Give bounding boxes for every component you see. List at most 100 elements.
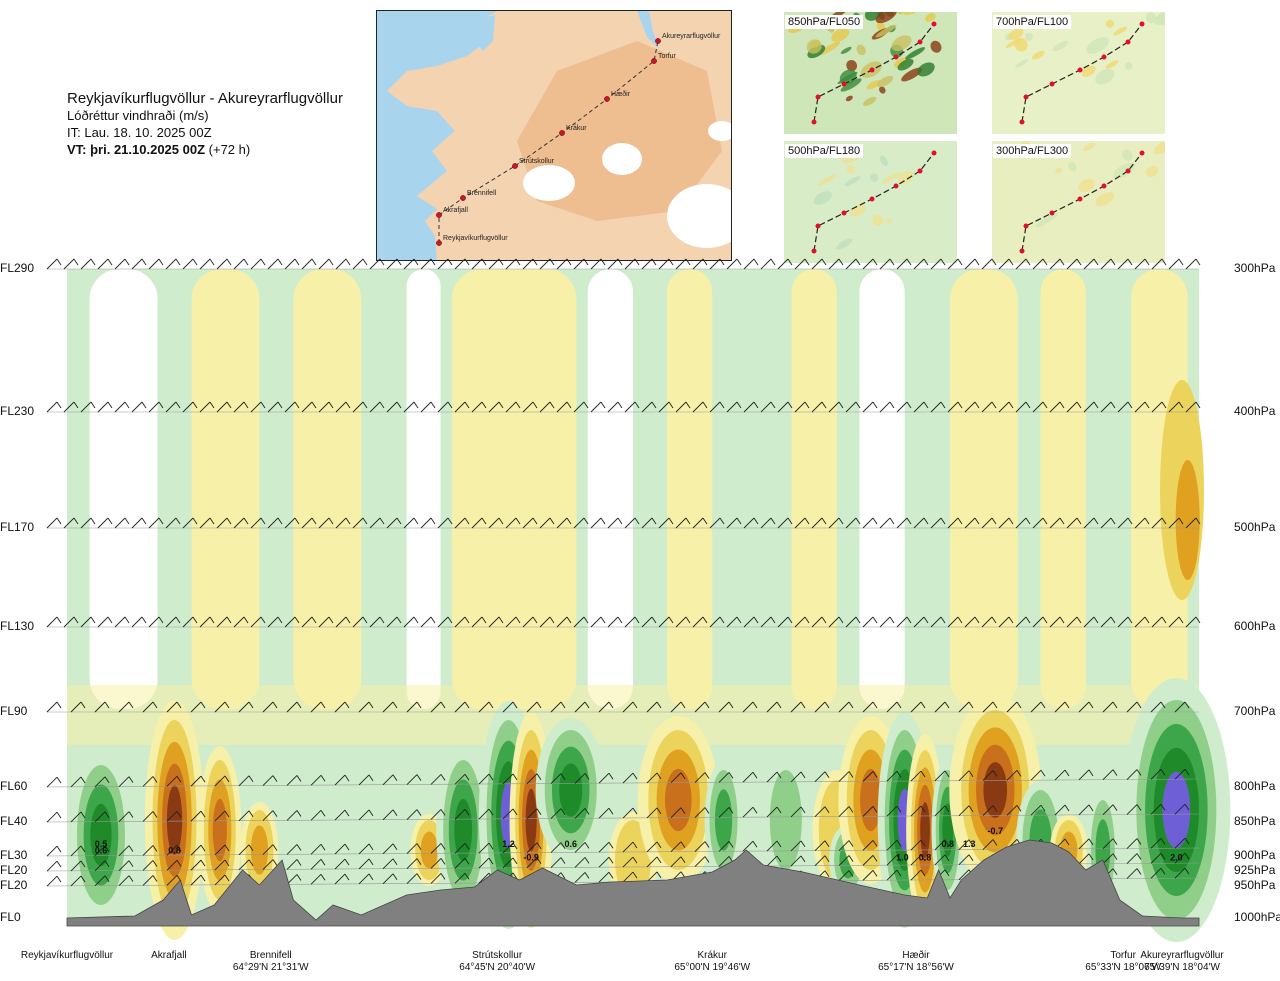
barb-staff xyxy=(166,874,178,886)
barb-staff xyxy=(838,771,850,782)
wind-barb xyxy=(454,401,470,413)
barb-staff xyxy=(1030,701,1042,713)
wind-barb xyxy=(262,701,278,713)
barb-flag xyxy=(396,517,402,525)
barb-flag xyxy=(1136,804,1142,811)
barb-staff xyxy=(1102,804,1114,815)
mini-map-waypoint xyxy=(1049,81,1055,87)
wind-barb xyxy=(862,855,878,866)
barb-flag xyxy=(368,809,374,817)
barb-staff xyxy=(646,772,658,784)
wind-barb xyxy=(670,856,686,868)
barb-staff xyxy=(166,844,178,856)
wind-barb xyxy=(550,842,566,853)
wind-barb xyxy=(598,772,614,784)
wind-barb xyxy=(238,701,254,713)
barb-flag xyxy=(872,517,878,525)
barb-staff xyxy=(556,401,568,413)
barb-flag xyxy=(770,517,776,525)
barb-staff xyxy=(165,401,177,413)
wind-barb xyxy=(358,858,374,870)
barb-staff xyxy=(284,517,296,529)
wind-barb xyxy=(334,858,350,870)
barb-flag xyxy=(668,517,674,525)
barb-flag xyxy=(362,616,368,624)
barb-staff xyxy=(262,859,274,870)
barb-staff xyxy=(718,701,730,713)
barb-flag xyxy=(944,701,950,709)
barb-staff xyxy=(886,869,898,881)
barb-staff xyxy=(1083,258,1095,270)
wind-barb xyxy=(286,701,302,713)
barb-staff xyxy=(233,517,245,529)
wind-barb xyxy=(814,840,830,852)
wind-barb xyxy=(726,616,742,628)
barb-staff xyxy=(1185,616,1197,628)
barb-flag xyxy=(1112,701,1118,709)
barb-staff xyxy=(502,842,514,854)
barb-flag xyxy=(600,258,606,266)
wind-barb xyxy=(670,807,686,819)
barb-staff xyxy=(454,258,466,270)
barb-flag xyxy=(974,517,980,525)
mini-map-blob xyxy=(840,46,852,55)
wind-barb xyxy=(622,856,638,868)
barb-staff xyxy=(522,258,534,270)
location-label: Krákur 65°00'N 19°46'W xyxy=(652,950,772,974)
barb-flag xyxy=(107,517,113,525)
wind-barb xyxy=(998,517,1014,529)
wind-barb xyxy=(1006,701,1022,713)
barb-staff xyxy=(114,258,126,270)
barb-staff xyxy=(233,401,245,413)
barb-flag xyxy=(152,875,158,882)
wind-barb xyxy=(982,805,998,816)
barb-staff xyxy=(190,810,202,822)
barb-staff xyxy=(70,860,82,872)
wind-barb xyxy=(1185,401,1201,413)
mini-map-blob xyxy=(897,58,914,71)
wind-barb xyxy=(1102,804,1118,815)
wind-barb xyxy=(1015,616,1031,628)
wind-barb xyxy=(1015,517,1031,529)
wind-barb xyxy=(670,701,686,713)
barb-flag xyxy=(248,844,254,852)
barb-flag xyxy=(1161,616,1167,624)
barb-flag xyxy=(464,401,470,409)
mini-map-blob xyxy=(846,59,858,72)
barb-flag xyxy=(440,809,446,816)
barb-flag xyxy=(328,258,334,266)
barb-flag xyxy=(944,805,950,813)
barb-staff xyxy=(1117,258,1129,270)
barb-staff xyxy=(958,869,970,881)
barb-staff xyxy=(958,770,970,782)
barb-flag xyxy=(224,859,230,867)
barb-staff xyxy=(301,258,313,270)
barb-staff xyxy=(886,839,898,851)
wind-barb xyxy=(574,808,590,819)
barb-flag xyxy=(584,701,590,709)
wind-barb xyxy=(430,809,446,820)
wind-barb xyxy=(886,869,902,881)
barb-flag xyxy=(855,517,861,525)
barb-flag xyxy=(80,875,86,883)
valid-time-label: VT: þri. 21.10.2025 00Z xyxy=(67,142,206,157)
wind-barb xyxy=(70,860,86,872)
barb-flag xyxy=(481,517,487,525)
wind-barb xyxy=(386,616,402,628)
barb-flag xyxy=(1184,852,1190,860)
barb-flag xyxy=(56,875,62,883)
wind-barb xyxy=(743,401,759,413)
barb-staff xyxy=(114,401,126,413)
barb-staff xyxy=(539,616,551,628)
wind-barb xyxy=(478,857,494,869)
barb-staff xyxy=(910,839,922,851)
barb-flag xyxy=(1144,401,1150,409)
barb-flag xyxy=(1195,401,1201,409)
mini-map-blob xyxy=(870,173,879,182)
barb-staff xyxy=(46,845,58,857)
barb-staff xyxy=(505,517,517,529)
wind-barb xyxy=(46,776,62,788)
barb-staff xyxy=(118,701,130,713)
barb-flag xyxy=(991,517,997,525)
barb-flag xyxy=(1016,770,1022,777)
